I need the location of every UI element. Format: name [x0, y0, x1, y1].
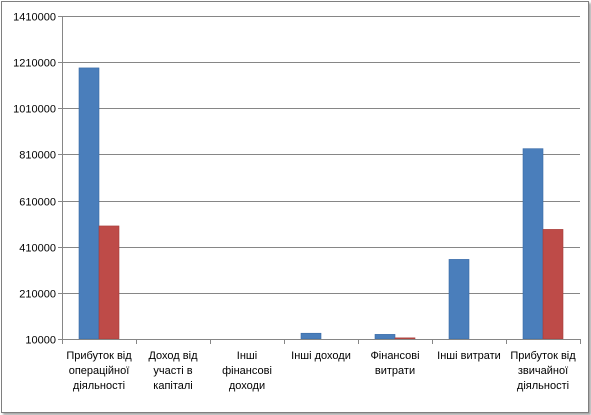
category-label-line: доходи — [229, 380, 265, 392]
y-tick-label: 210000 — [19, 289, 56, 301]
y-tick-label: 810000 — [19, 150, 56, 162]
category-label-line: капіталі — [153, 380, 192, 392]
y-tick-label: 410000 — [19, 243, 56, 255]
category-label: Прибуток від операційної діяльності — [66, 350, 132, 392]
category-label-line: Інші витрати — [437, 350, 501, 362]
bar-series-1 — [374, 334, 396, 340]
category-label: Інші фінансові доходи — [222, 350, 272, 392]
gridlines — [62, 16, 580, 294]
category-label-line: операційної — [69, 365, 130, 377]
bar-series-1 — [448, 259, 470, 340]
y-tick-label: 1010000 — [13, 104, 56, 116]
category-label-line: Інші доходи — [291, 350, 351, 362]
category-label-line: діяльності — [73, 380, 125, 392]
category-label-line: Фінансові — [370, 350, 419, 362]
category-label-line: діяльності — [517, 380, 569, 392]
bar-series-1 — [78, 67, 100, 340]
bar-series-2 — [542, 229, 564, 340]
bar-series-1 — [522, 148, 544, 340]
category-label-line: Прибуток від — [510, 350, 576, 362]
category-label-line: Доход від — [148, 350, 198, 362]
category-label-line: фінансові — [222, 365, 272, 377]
category-label-line: витрати — [375, 365, 415, 377]
x-axis-category-labels: Прибуток від операційної діяльності Доход в… — [66, 350, 576, 392]
y-tick-label: 610000 — [19, 197, 56, 209]
y-tick-label: 1210000 — [13, 58, 56, 70]
axes — [58, 16, 581, 344]
category-label-line: Інші — [237, 350, 257, 362]
category-label-line: Прибуток від — [66, 350, 132, 362]
y-tick-label: 10000 — [25, 335, 56, 347]
bar-series-1 — [300, 332, 322, 340]
category-label: Прибуток від звичайної діяльності — [510, 350, 576, 392]
y-axis-tick-labels: 10000 210000 410000 610000 810000 1010000 1210… — [13, 12, 56, 347]
category-label: Фінансові витрати — [370, 350, 419, 377]
category-label: Інші витрати — [437, 350, 501, 362]
y-tick-label: 1410000 — [13, 12, 56, 24]
bar-series-2 — [394, 337, 416, 340]
category-label: Доход від участі в капіталі — [148, 350, 198, 392]
category-label-line: звичайної — [518, 365, 568, 377]
category-label: Інші доходи — [291, 350, 351, 362]
category-label-line: участі в — [153, 365, 192, 377]
bars — [78, 67, 564, 340]
bar-series-2 — [98, 225, 120, 340]
